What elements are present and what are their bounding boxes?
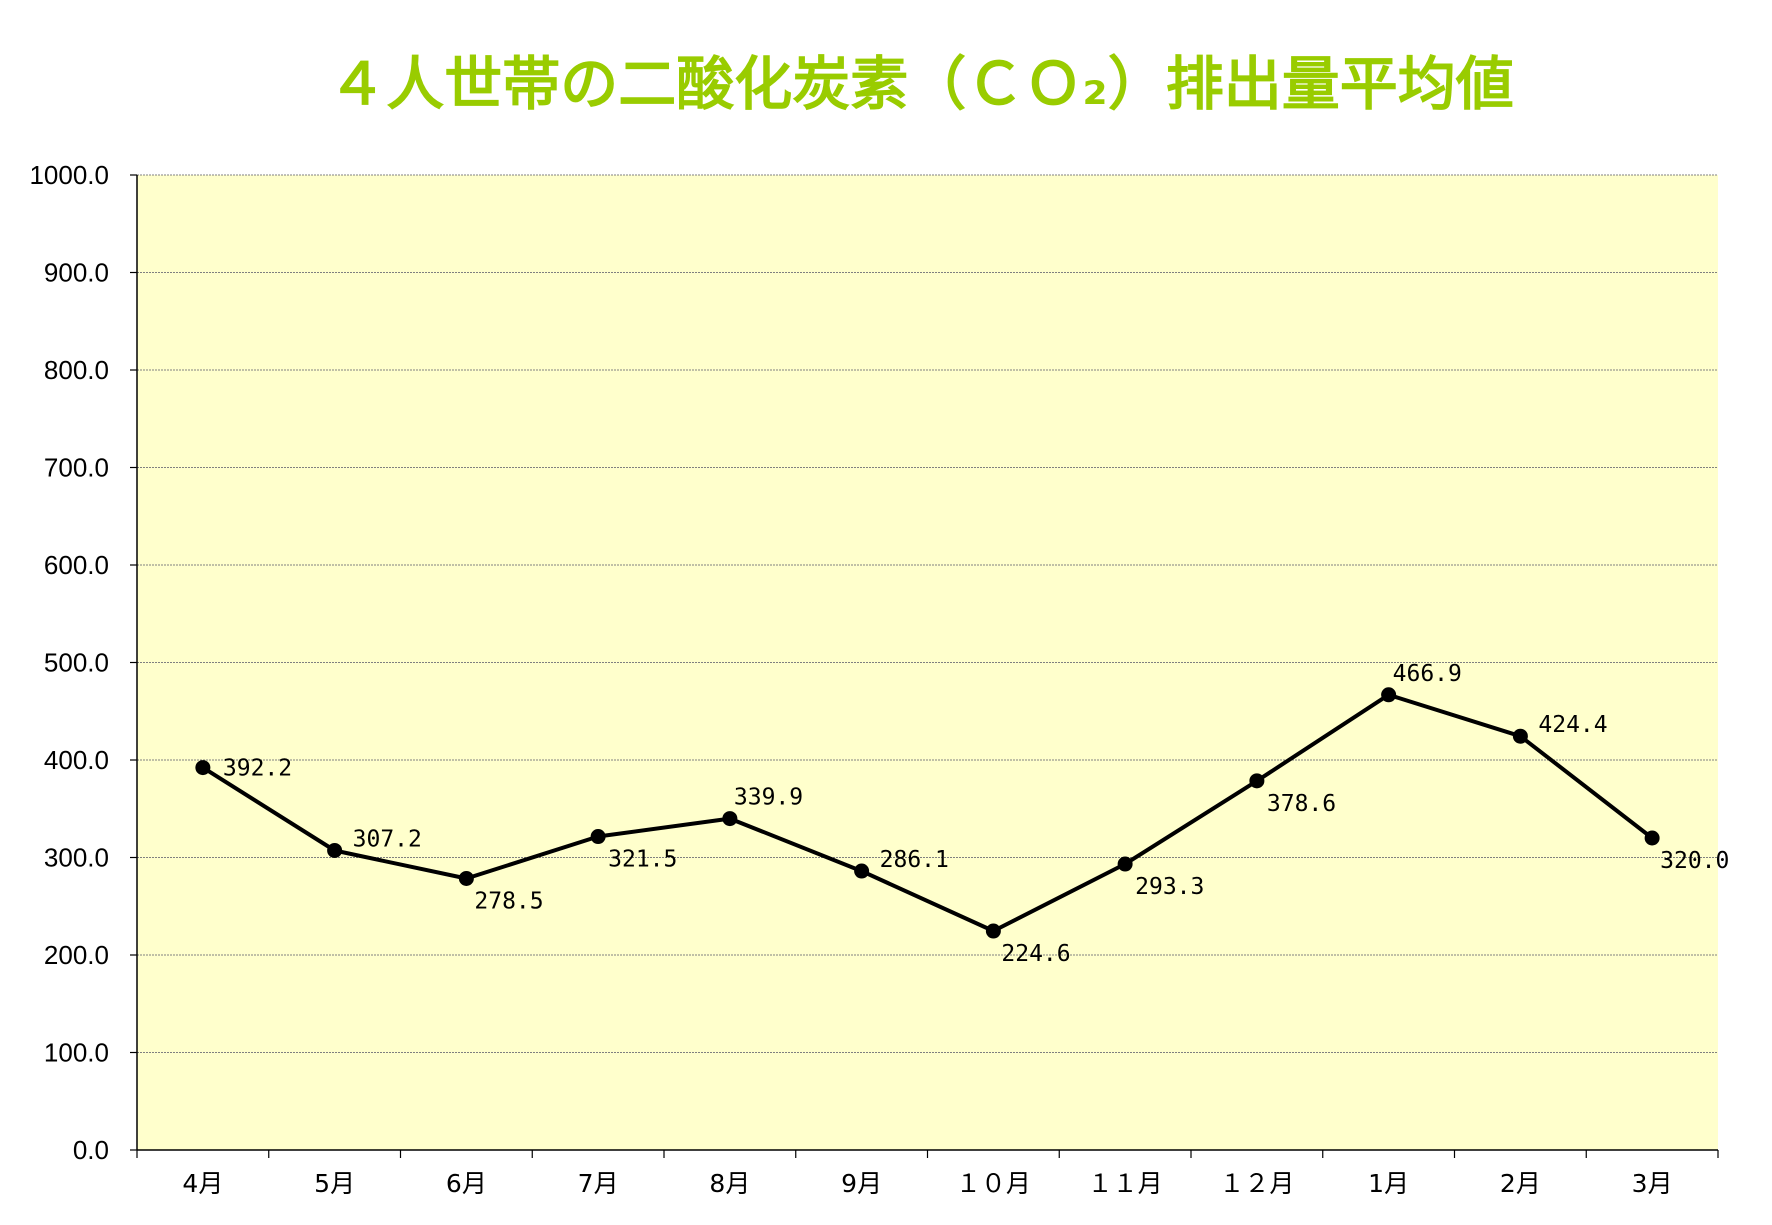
data-point (458, 870, 474, 886)
y-tick-label: 600.0 (44, 550, 109, 580)
data-label: 392.2 (223, 756, 292, 782)
data-points (195, 687, 1660, 939)
data-label: 339.9 (734, 785, 803, 811)
data-label: 321.5 (608, 847, 677, 873)
data-point (1644, 830, 1660, 846)
x-tick-label: 3月 (1632, 1169, 1673, 1198)
data-point (1512, 728, 1528, 744)
x-tick-label: 6月 (446, 1169, 487, 1198)
data-point (1249, 773, 1265, 789)
x-tick-label: 2月 (1500, 1169, 1541, 1198)
data-point (1117, 856, 1133, 872)
x-tick-label: 9月 (841, 1169, 882, 1198)
x-tick-label: 1月 (1368, 1169, 1409, 1198)
data-label: 286.1 (880, 847, 949, 873)
data-labels: 392.2 307.2 278.5 321.5 339.9 286.1 224.6 293.3… (223, 661, 1730, 967)
x-tick-label: 8月 (709, 1169, 750, 1198)
gridlines (137, 174, 1718, 1053)
x-tick-label: 4月 (182, 1169, 223, 1198)
data-point (327, 842, 343, 858)
y-tick-label: 0.0 (73, 1135, 109, 1165)
data-label: 307.2 (353, 826, 422, 852)
x-tick-label: 7月 (578, 1169, 619, 1198)
y-tick-label: 900.0 (44, 258, 109, 288)
data-label: 278.5 (474, 888, 543, 914)
y-tick-label: 500.0 (44, 648, 109, 678)
x-tick-label: １１月 (1088, 1169, 1163, 1198)
x-axis-ticks: 4月 5月 6月 7月 8月 9月 １０月 １１月 １２月 1月 2月 3月 (136, 1150, 1719, 1198)
chart-title: ４人世帯の二酸化炭素（ＣＯ₂）排出量平均値 (328, 50, 1513, 118)
data-point (985, 923, 1001, 939)
data-point (722, 811, 738, 827)
data-label: 424.4 (1538, 712, 1607, 738)
y-tick-label: 400.0 (44, 745, 109, 775)
data-point (854, 863, 870, 879)
data-point (1381, 687, 1397, 703)
data-label: 293.3 (1135, 874, 1204, 900)
y-axis-ticks: 0.0 100.0 200.0 300.0 400.0 500.0 600.0 700.0 80… (29, 160, 137, 1165)
y-tick-label: 700.0 (44, 453, 109, 483)
x-tick-label: 5月 (314, 1169, 355, 1198)
x-tick-label: １２月 (1219, 1169, 1294, 1198)
data-point (195, 760, 211, 776)
data-label: 224.6 (1001, 941, 1070, 967)
data-point (590, 829, 606, 845)
y-tick-label: 1000.0 (29, 160, 109, 190)
y-tick-label: 100.0 (44, 1038, 109, 1068)
x-tick-label: １０月 (956, 1169, 1031, 1198)
y-tick-label: 300.0 (44, 843, 109, 873)
y-tick-label: 800.0 (44, 355, 109, 385)
data-label: 320.0 (1660, 848, 1729, 874)
y-tick-label: 200.0 (44, 940, 109, 970)
data-label: 466.9 (1393, 661, 1462, 687)
series-line (201, 692, 1654, 933)
data-label: 378.6 (1267, 791, 1336, 817)
